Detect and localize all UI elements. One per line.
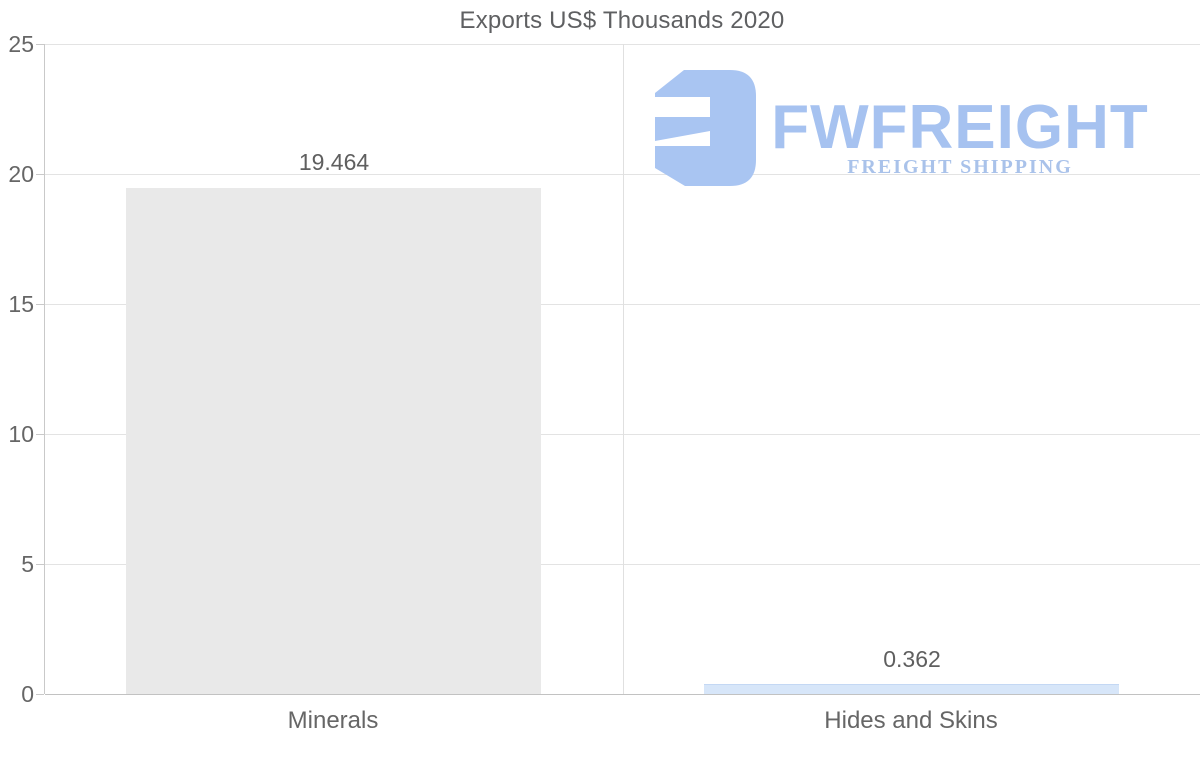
x-axis-category-label: Minerals: [287, 707, 379, 734]
gridline: [45, 564, 1200, 565]
bar-hides-and-skins[interactable]: [704, 684, 1120, 694]
x-axis-category-label: Hides and Skins: [824, 707, 998, 734]
bar-minerals[interactable]: [126, 188, 542, 694]
category-band: 19.464: [45, 44, 623, 694]
y-axis-tick: [36, 44, 44, 45]
x-axis-baseline: [45, 694, 1200, 695]
gridline: [45, 44, 1200, 45]
brand-tagline: FREIGHT SHIPPING: [847, 156, 1073, 178]
gridline: [45, 174, 1200, 175]
gridline: [45, 434, 1200, 435]
brand-wordmark: FWFREIGHT: [771, 93, 1149, 162]
plot-area: 19.464 0.362: [44, 44, 1200, 695]
y-axis-tick: [36, 304, 44, 305]
y-axis-tick: [36, 174, 44, 175]
category-band: 0.362: [623, 44, 1200, 694]
y-axis-tick-label: 20: [8, 161, 34, 187]
y-axis-tick-label: 15: [8, 291, 34, 317]
fwfreight-logo-icon: [655, 70, 756, 186]
y-axis-tick: [36, 694, 44, 695]
band-divider-gridline: [623, 44, 624, 694]
fwfreight-logo: FWFREIGHT FREIGHT SHIPPING: [650, 68, 1160, 190]
bar-value-label: 19.464: [298, 149, 370, 175]
gridline: [45, 304, 1200, 305]
y-axis-tick-label: 25: [8, 31, 34, 57]
y-axis-tick: [36, 564, 44, 565]
y-axis-tick: [36, 434, 44, 435]
y-axis-tick-label: 0: [21, 681, 34, 707]
y-axis-tick-label: 5: [21, 551, 34, 577]
chart-title: Exports US$ Thousands 2020: [459, 7, 785, 34]
bar-value-label: 0.362: [883, 646, 941, 672]
y-axis-tick-label: 10: [8, 421, 34, 447]
